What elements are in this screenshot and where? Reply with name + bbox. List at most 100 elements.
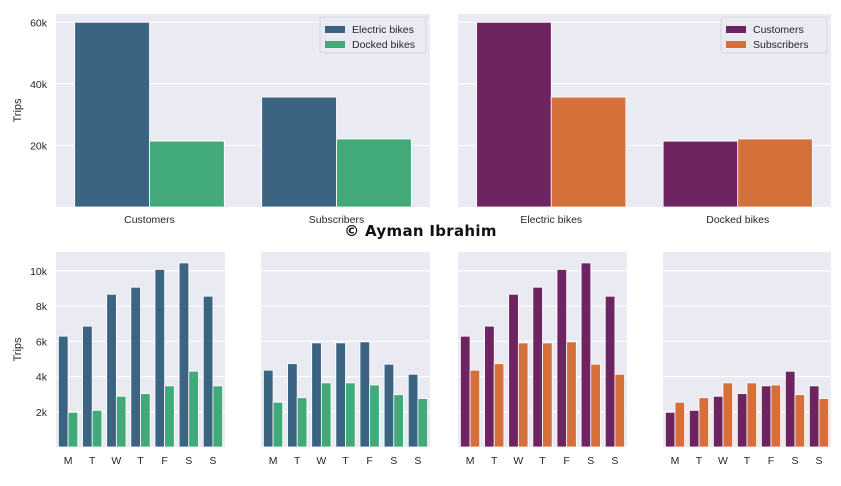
x-tick-label: Docked bikes: [706, 214, 769, 226]
y-tick-label: 4k: [36, 372, 48, 384]
x-tick-label: Electric bikes: [520, 214, 582, 226]
bar: [58, 335, 69, 448]
x-tick-label: Customers: [124, 214, 175, 226]
bar: [517, 342, 529, 448]
bar: [785, 370, 796, 448]
bar: [369, 384, 380, 448]
bar: [484, 325, 495, 448]
bar: [287, 363, 298, 448]
x-tick-label: T: [294, 455, 301, 467]
bar: [674, 401, 686, 448]
bar: [91, 409, 103, 448]
x-tick-label: M: [64, 455, 73, 467]
bar: [556, 269, 568, 448]
x-tick-label: F: [366, 455, 372, 467]
bar: [566, 341, 577, 448]
bar: [469, 369, 481, 448]
bar: [614, 373, 625, 448]
legend-box: [319, 16, 427, 54]
bar: [794, 394, 806, 448]
bar: [746, 382, 758, 448]
x-tick-label: S: [791, 455, 798, 467]
legend-label: Subscribers: [753, 39, 808, 51]
bar: [140, 393, 151, 448]
bar: [359, 341, 371, 448]
bar: [713, 395, 724, 448]
bar: [115, 395, 127, 448]
chart-3: 2k 4k 6k 8k 10k M T W T F S S Trips: [12, 252, 225, 467]
bar: [722, 382, 734, 448]
x-tick-label: T: [539, 455, 546, 467]
x-tick-label: S: [587, 455, 594, 467]
x-tick-label: Subscribers: [309, 214, 364, 226]
x-tick-label: S: [611, 455, 618, 467]
bar: [320, 382, 332, 448]
bar: [460, 335, 471, 448]
legend-label: Docked bikes: [352, 39, 415, 51]
x-tick-label: W: [111, 455, 121, 467]
x-tick-label: M: [466, 455, 475, 467]
x-tick-label: T: [744, 455, 751, 467]
x-tick-label: T: [696, 455, 703, 467]
bar: [476, 21, 552, 208]
x-tick-label: S: [414, 455, 421, 467]
bar: [188, 370, 199, 448]
x-tick-label: W: [513, 455, 523, 467]
bar: [296, 397, 308, 448]
legend-swatch: [726, 26, 746, 33]
bar: [336, 138, 412, 208]
bar: [662, 140, 739, 208]
legend: Customers Subscribers: [720, 16, 828, 54]
x-tick-label: W: [316, 455, 326, 467]
bar: [272, 401, 284, 448]
bar: [761, 385, 772, 448]
x-tick-label: S: [390, 455, 397, 467]
bar: [74, 21, 150, 208]
bar: [263, 369, 274, 448]
y-axis-label: Trips: [12, 337, 24, 362]
x-tick-label: T: [342, 455, 349, 467]
legend-swatch: [325, 26, 345, 33]
bar: [809, 385, 820, 448]
bar: [532, 286, 543, 448]
legend: Electric bikes Docked bikes: [319, 16, 427, 54]
bar: [417, 398, 428, 448]
x-tick-label: M: [671, 455, 680, 467]
bar: [106, 293, 117, 448]
bar: [178, 262, 190, 448]
y-tick-label: 20k: [30, 140, 48, 152]
y-tick-label: 10k: [30, 266, 48, 278]
bar: [737, 393, 748, 448]
bar: [580, 262, 592, 448]
legend-box: [720, 16, 828, 54]
y-tick-label: 40k: [30, 79, 48, 91]
bar: [698, 397, 710, 448]
bar: [311, 342, 322, 448]
x-tick-label: F: [768, 455, 774, 467]
bar: [335, 342, 346, 448]
bar: [542, 342, 553, 448]
x-tick-label: T: [89, 455, 96, 467]
y-tick-label: 2k: [36, 407, 48, 419]
bar: [493, 363, 505, 448]
bar: [149, 140, 225, 208]
y-tick-label: 60k: [30, 17, 48, 29]
x-tick-label: T: [137, 455, 144, 467]
bar: [590, 363, 601, 448]
bar: [82, 325, 93, 448]
copyright-credit: © Ayman Ibrahim: [344, 222, 497, 240]
chart-2: Electric bikes Docked bikes Customers Subsc…: [458, 14, 831, 226]
bar: [154, 269, 166, 448]
bar: [130, 286, 141, 448]
x-tick-label: S: [815, 455, 822, 467]
bar: [550, 96, 627, 208]
legend-swatch: [726, 41, 746, 48]
bar: [212, 385, 223, 448]
bar: [737, 138, 813, 208]
bar: [818, 398, 830, 448]
x-tick-label: S: [185, 455, 192, 467]
chart-1: 20k 40k 60k Customers Subscribers Trips Electr…: [12, 14, 430, 226]
